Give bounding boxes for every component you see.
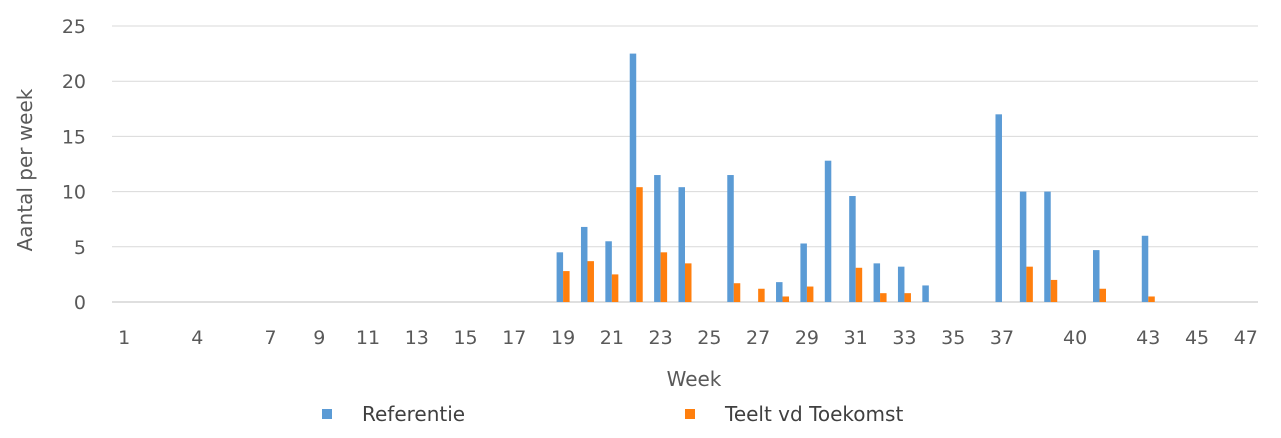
bar-teelt-vd-toekomst-week-28 (782, 296, 790, 302)
y-tick-label: 10 (62, 182, 86, 204)
legend-swatch-referentie (322, 409, 332, 419)
bars (556, 53, 1155, 302)
x-tick-label: 29 (795, 327, 819, 349)
bar-teelt-vd-toekomst-week-20 (587, 261, 594, 302)
bar-referentie-week-20 (580, 226, 588, 302)
bar-referentie-week-30 (824, 160, 832, 302)
bar-teelt-vd-toekomst-week-22 (636, 187, 643, 302)
bar-teelt-vd-toekomst-week-41 (1099, 288, 1107, 302)
x-tick-label: 37 (990, 327, 1014, 349)
x-tick-label: 21 (600, 327, 624, 349)
bar-referentie-week-41 (1093, 250, 1100, 302)
bar-teelt-vd-toekomst-week-19 (563, 271, 570, 302)
x-axis-ticks: 1 4 7 9 11 13 15 17 19 21 23 25 27 29 31 33 35 37 40 43 45 47 (118, 327, 1258, 349)
bar-referentie-week-38 (1019, 191, 1027, 302)
y-tick-label: 0 (74, 292, 86, 314)
legend-item-teelt-vd-toekomst: Teelt vd Toekomst (685, 402, 903, 426)
bar-referentie-week-39 (1044, 191, 1051, 302)
x-tick-label: 11 (356, 327, 380, 349)
y-tick-label: 5 (74, 237, 86, 259)
bar-referentie-week-23 (654, 175, 661, 302)
legend-swatch-teelt-vd-toekomst (685, 409, 695, 419)
bar-referentie-week-28 (776, 282, 783, 302)
x-tick-label: 9 (313, 327, 325, 349)
bar-teelt-vd-toekomst-week-32 (880, 293, 887, 302)
bar-teelt-vd-toekomst-week-24 (685, 263, 692, 302)
x-tick-label: 45 (1185, 327, 1209, 349)
x-tick-label: 17 (502, 327, 526, 349)
legend-item-referentie: Referentie (322, 402, 465, 426)
x-tick-label: 13 (405, 327, 429, 349)
y-tick-label: 20 (62, 71, 86, 93)
x-tick-label: 31 (844, 327, 868, 349)
x-tick-label: 15 (453, 327, 477, 349)
x-tick-label: 47 (1234, 327, 1258, 349)
legend: Referentie Teelt vd Toekomst (0, 402, 1281, 436)
x-tick-label: 27 (746, 327, 770, 349)
x-tick-label: 4 (191, 327, 203, 349)
bar-referentie-week-37 (995, 114, 1002, 302)
bar-referentie-week-34 (922, 285, 929, 302)
x-tick-label: 43 (1136, 327, 1160, 349)
bar-referentie-week-19 (556, 252, 564, 302)
bar-teelt-vd-toekomst-week-38 (1026, 266, 1033, 302)
x-tick-label: 25 (697, 327, 721, 349)
x-tick-label: 19 (551, 327, 575, 349)
bar-referentie-week-33 (897, 266, 905, 302)
y-axis-title: Aantal per week (13, 88, 37, 251)
bar-referentie-week-29 (800, 243, 807, 302)
bar-referentie-week-43 (1141, 235, 1149, 302)
bar-teelt-vd-toekomst-week-23 (660, 252, 668, 302)
x-tick-label: 40 (1063, 327, 1087, 349)
x-tick-label: 23 (649, 327, 673, 349)
y-tick-label: 25 (62, 16, 86, 38)
x-tick-label: 33 (892, 327, 916, 349)
bar-referentie-week-22 (629, 53, 637, 302)
bar-referentie-week-24 (678, 187, 685, 302)
x-axis-title: Week (667, 367, 722, 391)
x-tick-label: 1 (118, 327, 130, 349)
x-tick-label: 35 (941, 327, 965, 349)
y-axis-ticks: 0 5 10 15 20 25 (62, 16, 86, 314)
bar-teelt-vd-toekomst-week-39 (1050, 279, 1058, 302)
bar-teelt-vd-toekomst-week-33 (904, 293, 911, 302)
bar-teelt-vd-toekomst-week-31 (855, 267, 863, 302)
bar-teelt-vd-toekomst-week-26 (733, 283, 741, 302)
x-tick-label: 7 (264, 327, 276, 349)
bar-referentie-week-32 (873, 263, 881, 302)
y-tick-label: 15 (62, 126, 86, 148)
bar-teelt-vd-toekomst-week-27 (758, 288, 765, 302)
legend-label-referentie: Referentie (362, 402, 466, 426)
bar-teelt-vd-toekomst-week-43 (1148, 296, 1155, 302)
bar-teelt-vd-toekomst-week-29 (806, 286, 814, 302)
bar-referentie-week-21 (605, 241, 612, 302)
bar-referentie-week-26 (727, 175, 734, 302)
bar-referentie-week-31 (849, 196, 856, 302)
bar-teelt-vd-toekomst-week-21 (611, 274, 619, 302)
legend-label-teelt-vd-toekomst: Teelt vd Toekomst (725, 402, 904, 426)
